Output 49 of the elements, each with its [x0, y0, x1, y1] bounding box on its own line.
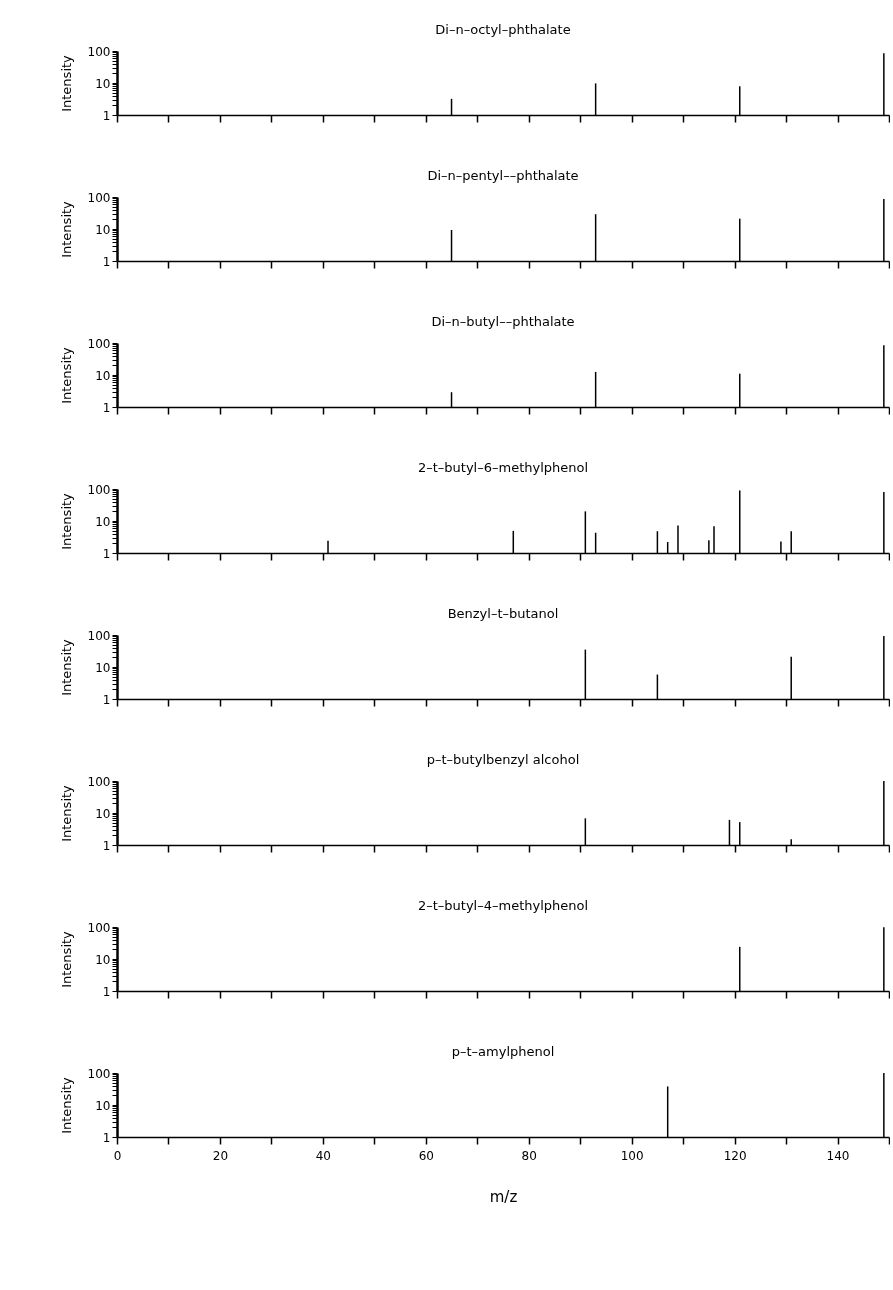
y-tick-label: 100 — [87, 774, 111, 789]
y-tick-label: 10 — [95, 368, 111, 383]
x-tick-label: 60 — [418, 1148, 434, 1163]
chart-title: p–t–butylbenzyl alcohol — [426, 752, 580, 767]
y-axis-title: Intensity — [58, 1076, 74, 1134]
y-tick-label: 1 — [102, 984, 111, 999]
y-axis-title: Intensity — [58, 54, 74, 112]
y-tick-label: 1 — [102, 1130, 111, 1145]
y-tick-label: 1 — [102, 546, 111, 561]
y-tick-label: 100 — [87, 44, 111, 59]
y-tick-label: 1 — [102, 838, 111, 853]
x-tick-label: 140 — [826, 1148, 850, 1163]
chart-title: Di–n–pentyl––phthalate — [427, 168, 579, 183]
chart-title: 2–t–butyl–4–methylphenol — [417, 898, 589, 913]
y-tick-label: 100 — [87, 1066, 111, 1081]
x-tick-label: 100 — [620, 1148, 644, 1163]
chart-title: p–t–amylphenol — [451, 1044, 555, 1059]
y-tick-label: 1 — [102, 692, 111, 707]
y-tick-label: 1 — [102, 400, 111, 415]
y-tick-label: 10 — [95, 806, 111, 821]
x-tick-label: 120 — [723, 1148, 747, 1163]
y-tick-label: 10 — [95, 952, 111, 967]
y-tick-label: 10 — [95, 1098, 111, 1113]
y-tick-label: 10 — [95, 76, 111, 91]
x-axis-title: m/z — [489, 1187, 518, 1206]
y-axis-title: Intensity — [58, 784, 74, 842]
y-axis-title: Intensity — [58, 200, 74, 258]
chart-title: Di–n–butyl––phthalate — [431, 314, 575, 329]
y-tick-label: 100 — [87, 190, 111, 205]
x-tick-label: 40 — [315, 1148, 332, 1163]
x-tick-label: 0 — [113, 1148, 122, 1163]
y-axis-title: Intensity — [58, 638, 74, 696]
y-tick-label: 100 — [87, 336, 111, 351]
y-axis-title: Intensity — [58, 492, 74, 550]
y-tick-label: 10 — [95, 660, 111, 675]
chart-title: 2–t–butyl–6–methylphenol — [417, 460, 589, 475]
y-tick-label: 100 — [87, 482, 111, 497]
y-tick-label: 10 — [95, 514, 111, 529]
chart-title: Di–n–octyl–phthalate — [435, 22, 571, 37]
x-tick-label: 20 — [212, 1148, 229, 1163]
chart-title: Benzyl–t–butanol — [447, 606, 559, 621]
y-tick-label: 100 — [87, 920, 111, 935]
y-tick-label: 100 — [87, 628, 111, 643]
y-tick-label: 10 — [95, 222, 111, 237]
y-axis-title: Intensity — [58, 930, 74, 988]
x-tick-label: 80 — [521, 1148, 537, 1163]
y-tick-label: 1 — [102, 254, 111, 269]
y-axis-title: Intensity — [58, 346, 74, 404]
y-tick-label: 1 — [102, 108, 111, 123]
